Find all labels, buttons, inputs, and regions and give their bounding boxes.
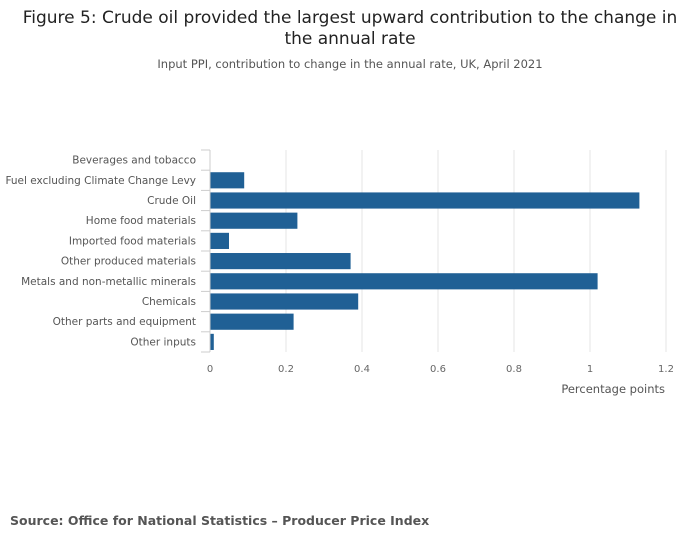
category-label-6: Metals and non-metallic minerals [21, 276, 196, 288]
bar-2[interactable] [210, 192, 640, 209]
bar-4[interactable] [210, 232, 229, 249]
x-tick-label-0: 0 [207, 364, 213, 375]
x-axis-title: Percentage points [561, 382, 665, 396]
category-label-8: Other parts and equipment [53, 316, 196, 328]
bar-9[interactable] [210, 333, 214, 350]
gridlines [285, 150, 667, 352]
x-tick-label-4: 0.8 [506, 364, 522, 375]
x-tick-label-2: 0.4 [354, 364, 370, 375]
x-tick-label-3: 0.6 [430, 364, 446, 375]
chart-subtitle: Input PPI, contribution to change in the… [157, 57, 543, 71]
category-label-5: Other produced materials [61, 256, 196, 268]
category-label-9: Other inputs [130, 336, 196, 348]
category-label-2: Crude Oil [147, 195, 196, 207]
category-label-4: Imported food materials [69, 235, 196, 247]
category-label-1: Fuel excluding Climate Change Levy [5, 175, 196, 187]
category-label-0: Beverages and tobacco [72, 155, 196, 167]
bar-8[interactable] [210, 313, 294, 330]
bar-5[interactable] [210, 253, 351, 270]
bars [210, 172, 640, 350]
bar-3[interactable] [210, 212, 298, 229]
category-label-7: Chemicals [142, 296, 196, 308]
bar-6[interactable] [210, 273, 598, 290]
axes: Beverages and tobacco Fuel excluding Clim… [5, 149, 674, 396]
chart-title: Figure 5: Crude oil provided the largest… [22, 8, 678, 49]
x-tick-label-1: 0.2 [278, 364, 294, 375]
x-tick-label-5: 1 [587, 364, 593, 375]
source-note: Source: Office for National Statistics –… [10, 513, 430, 528]
bar-7[interactable] [210, 293, 359, 310]
x-tick-label-6: 1.2 [658, 364, 674, 375]
category-label-3: Home food materials [86, 215, 196, 227]
bar-1[interactable] [210, 172, 245, 189]
